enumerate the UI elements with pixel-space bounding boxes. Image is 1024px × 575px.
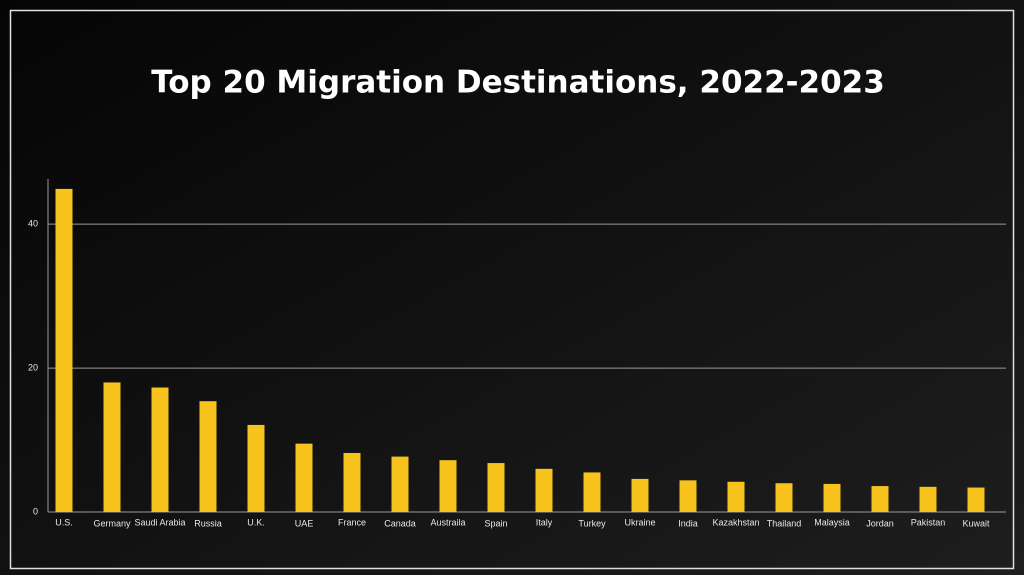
bar [343,452,361,512]
bar [151,387,169,512]
x-tick-label: Germany [93,518,131,528]
x-tick-label: Austraila [430,517,465,527]
bar [439,460,457,512]
x-tick-label: U.S. [55,517,73,527]
bar [631,478,649,512]
bar [535,468,553,512]
bar [55,188,73,512]
x-tick-label: Jordan [866,518,894,528]
x-tick-label: Kazakhstan [712,517,759,527]
x-tick-label: India [678,518,698,528]
y-tick-label: 0 [33,506,38,516]
bar [967,487,985,512]
bar [727,481,745,512]
x-tick-label: Ukraine [624,517,655,527]
x-tick-label: France [338,517,366,527]
bar [199,401,217,512]
x-tick-label: U.K. [247,517,265,527]
x-tick-label: Pakistan [911,517,946,527]
bar [775,483,793,512]
bar [583,472,601,512]
bar [919,486,937,512]
bar [391,456,409,512]
bar [103,382,121,512]
x-tick-label: Canada [384,518,416,528]
bar [295,443,313,512]
x-tick-label: Spain [484,518,507,528]
x-tick-label: Malaysia [814,517,850,527]
y-tick-label: 20 [28,362,38,372]
x-tick-label: UAE [295,518,314,528]
bar [247,424,265,512]
frame [9,9,1015,570]
x-tick-label: Thailand [767,518,802,528]
y-tick-label: 40 [28,219,38,229]
bar [871,486,889,512]
x-tick-label: Russia [194,518,222,528]
x-tick-label: Kuwait [962,518,990,528]
x-tick-label: Saudi Arabia [134,517,185,527]
bar [487,463,505,512]
bar [679,480,697,512]
bar [823,483,841,512]
x-tick-label: Italy [536,517,553,527]
x-tick-label: Turkey [578,518,606,528]
chart-title: Top 20 Migration Destinations, 2022-2023 [151,65,885,101]
